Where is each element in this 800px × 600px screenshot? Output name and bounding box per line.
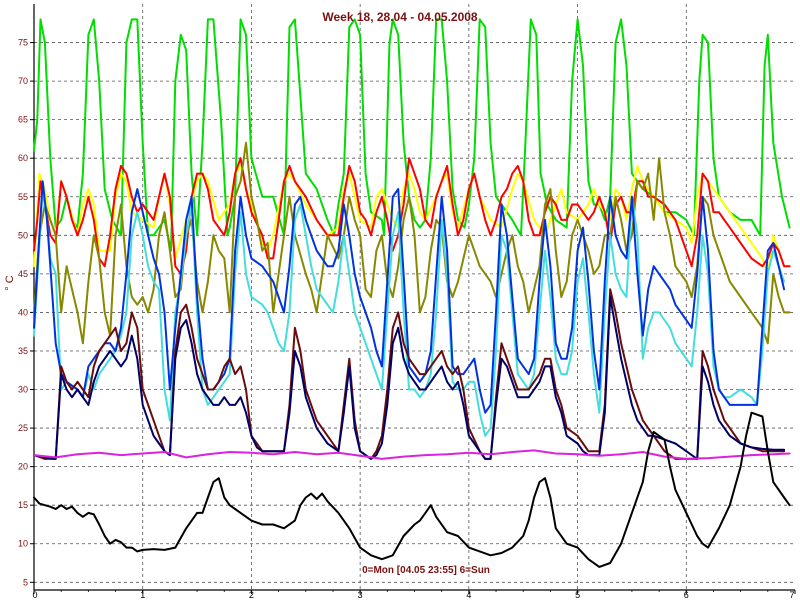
grid [34,4,795,590]
y-tick-label: 15 [18,500,28,510]
x-tick-label: 7 [789,590,794,600]
y-tick-label: 35 [18,346,28,356]
chart-title: Week 18, 28.04 - 04.05.2008 [322,10,478,24]
series-line-8 [33,296,786,460]
series-line-3 [33,157,791,275]
series-line-6 [33,180,786,414]
series-line-4 [33,141,791,345]
series-group [33,18,791,568]
x-tick-label: 4 [466,590,471,600]
axes [30,4,796,594]
y-tick-label: 20 [18,462,28,472]
y-tick-label: 55 [18,192,28,202]
x-tick-label: 5 [575,590,580,600]
x-tick-label: 6 [684,590,689,600]
y-tick-label: 45 [18,269,28,279]
y-tick-label: 70 [18,76,28,86]
x-tick-label: 1 [140,590,145,600]
x-axis-label: 0=Mon [04.05 23:55] 6=Sun [362,565,490,576]
y-tick-label: 25 [18,423,28,433]
y-tick-label: 5 [23,577,28,587]
x-tick-label: 2 [249,590,254,600]
y-axis-label: ° C [4,275,16,290]
y-tick-label: 40 [18,307,28,317]
series-line-7 [33,288,786,460]
y-tick-label: 30 [18,385,28,395]
x-tick-label: 3 [358,590,363,600]
y-tick-label: 60 [18,153,28,163]
x-tick-label: 0 [32,590,37,600]
series-line-2 [33,164,786,275]
series-line-10 [33,411,791,568]
y-tick-label: 75 [18,38,28,48]
y-tick-label: 50 [18,230,28,240]
y-tick-label: 65 [18,115,28,125]
y-tick-label: 10 [18,539,28,549]
